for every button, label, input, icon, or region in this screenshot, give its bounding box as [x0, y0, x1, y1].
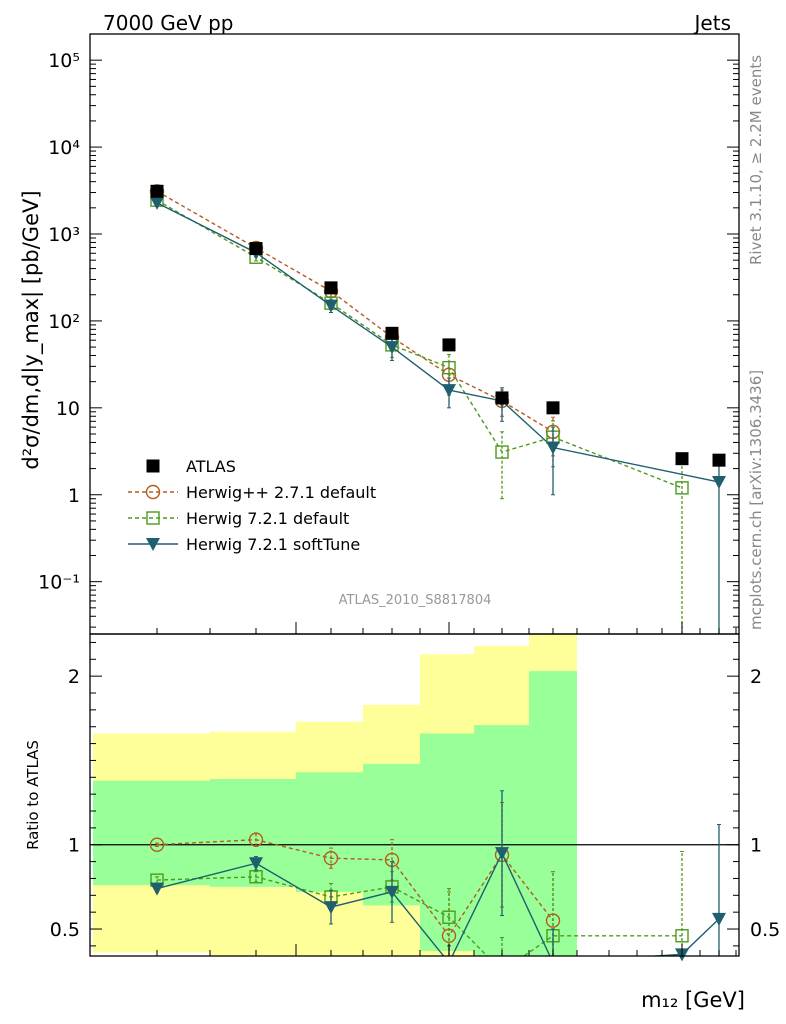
ratio-y-tick-label-right: 0.5	[750, 919, 780, 941]
data-point	[546, 441, 560, 455]
data-point	[323, 851, 339, 866]
legend-label: Herwig++ 2.7.1 default	[186, 483, 376, 502]
y-tick-label: 10²	[48, 311, 80, 333]
legend-item-herwig-7-2-1-softtune: Herwig 7.2.1 softTune	[128, 535, 360, 554]
data-point	[712, 453, 726, 467]
series-line	[156, 876, 682, 956]
data-point	[442, 910, 456, 924]
stat-band	[296, 772, 363, 892]
series-line	[156, 199, 683, 489]
ratio-y-tick-label: 0.5	[50, 919, 80, 941]
stat-band	[210, 778, 296, 887]
y-tick-label: 10³	[48, 224, 80, 246]
data-point	[385, 885, 399, 899]
y-tick-label: 10⁴	[48, 137, 80, 159]
data-point	[495, 445, 509, 459]
data-point	[249, 242, 263, 256]
data-point	[150, 196, 164, 210]
stat-band	[93, 780, 210, 886]
y-tick-label: 10⁻¹	[38, 572, 80, 594]
legend-label: Herwig 7.2.1 softTune	[186, 535, 360, 554]
y-tick-label: 1	[68, 485, 80, 507]
data-point	[675, 452, 689, 466]
series-line	[156, 202, 720, 483]
data-point	[712, 476, 726, 490]
data-point	[442, 384, 456, 398]
data-point	[495, 391, 509, 405]
data-point	[249, 857, 263, 871]
process-label: Jets	[693, 11, 731, 35]
legend-marker	[146, 459, 160, 473]
y-axis-label: d²σ/dm,d|y_max| [pb/GeV]	[19, 190, 44, 469]
legend-marker	[145, 484, 161, 500]
data-point	[495, 847, 509, 861]
ratio-plot-frame	[89, 633, 740, 957]
data-point	[249, 870, 263, 884]
data-point	[324, 281, 338, 295]
legend-item-atlas: ATLAS	[146, 457, 236, 476]
data-point	[324, 299, 338, 313]
legend-marker	[146, 511, 160, 525]
series-line	[156, 851, 720, 956]
data-point	[149, 837, 165, 852]
data-point	[712, 912, 726, 926]
series-herwig-7-2-1-default	[150, 193, 689, 634]
data-point	[385, 341, 399, 355]
data-point	[248, 832, 264, 847]
data-point	[546, 401, 560, 415]
data-point	[150, 882, 164, 896]
data-point	[675, 481, 689, 495]
x-axis-label: m₁₂ [GeV]	[641, 988, 745, 1012]
legend: ATLAS Herwig++ 2.7.1 default Herwig 7.2.1 …	[128, 457, 376, 554]
legend-item-herwig-7-2-1-default: Herwig 7.2.1 default	[128, 509, 349, 528]
series-line	[156, 190, 554, 433]
series-herwig-7-2-1-softtune	[150, 196, 726, 634]
data-point	[324, 901, 338, 915]
legend-label: ATLAS	[186, 457, 236, 476]
collision-label: 7000 GeV pp	[103, 11, 234, 35]
ratio-y-tick-label-right: 2	[750, 666, 762, 688]
data-point	[675, 929, 689, 943]
mcplots-label: mcplots.cern.ch [arXiv:1306.3436]	[747, 370, 765, 630]
analysis-watermark: ATLAS_2010_S8817804	[339, 593, 492, 608]
legend-item-herwig-2-7-1-default: Herwig++ 2.7.1 default	[128, 483, 376, 502]
data-point	[150, 184, 164, 198]
legend-label: Herwig 7.2.1 default	[186, 509, 349, 528]
rivet-version-label: Rivet 3.1.10, ≥ 2.2M events	[747, 55, 765, 265]
ratio-y-tick-label: 2	[68, 666, 80, 688]
ratio-y-tick-label-right: 1	[750, 835, 762, 857]
ratio-y-tick-label: 1	[68, 835, 80, 857]
data-point	[442, 360, 456, 375]
data-point	[442, 338, 456, 352]
data-point	[385, 326, 399, 340]
y-tick-label: 10	[56, 398, 80, 420]
y-tick-label: 10⁵	[48, 50, 80, 72]
ratio-y-axis-label: Ratio to ATLAS	[24, 740, 42, 850]
series-atlas	[150, 184, 726, 467]
legend-marker	[146, 538, 160, 551]
stat-band	[420, 733, 474, 951]
